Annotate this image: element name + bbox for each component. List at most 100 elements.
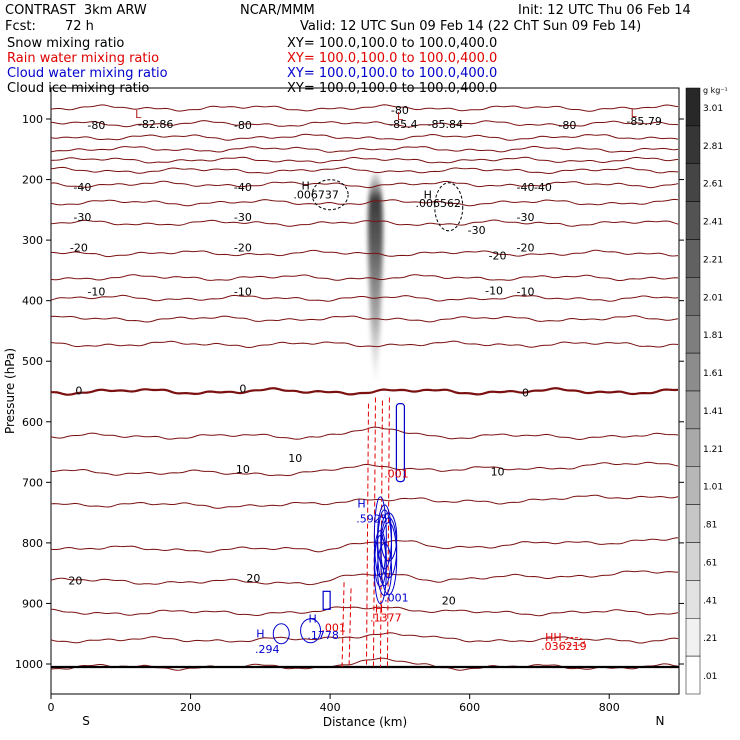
rain-water-contour	[365, 403, 369, 668]
extremum-label: L	[631, 107, 638, 120]
temperature-contour	[50, 145, 679, 153]
cloud-ice-contour	[311, 179, 349, 211]
y-axis-title: Pressure (hPa)	[3, 348, 17, 434]
contour-label: 0	[75, 384, 82, 397]
colorbar-swatch	[685, 504, 701, 543]
contour-label: 0	[522, 387, 529, 400]
contour-label: -80	[234, 119, 252, 132]
contour-label: -20	[489, 249, 507, 262]
snow-shading	[367, 173, 384, 386]
legend-cloud-water-xy: XY= 100.0,100.0 to 100.0,400.0	[287, 66, 498, 81]
temperature-contour	[50, 340, 679, 349]
colorbar-swatch	[685, 542, 701, 581]
cloud-water-contour	[380, 522, 398, 596]
contour-label: -10	[234, 286, 252, 299]
colorbar-swatch	[685, 428, 701, 467]
colorbar-swatch	[685, 352, 701, 392]
plot-frame	[50, 87, 680, 695]
fcst-value: 72 h	[65, 19, 94, 34]
x-end-label-right: N	[656, 714, 665, 728]
extremum-label: .006737	[293, 189, 339, 202]
colorbar-label: .81	[703, 521, 717, 531]
contour-label: 0	[239, 382, 246, 395]
temperature-contour	[50, 537, 679, 553]
colorbar-label: 1.01	[703, 483, 723, 493]
contour-label: -30	[73, 211, 91, 224]
extremum-label: H	[302, 180, 310, 193]
temperature-contour	[51, 461, 679, 477]
extremum-label: .001	[384, 591, 409, 604]
contour-label: 20	[442, 594, 456, 607]
plot-title: CONTRAST 3km ARW	[5, 3, 147, 18]
colorbar-label: .01	[703, 672, 717, 682]
valid-time: Valid: 12 UTC Sun 09 Feb 14 (22 ChT Sun …	[300, 19, 642, 34]
colorbar-swatch	[685, 163, 701, 202]
colorbar-label: 2.81	[703, 142, 723, 152]
colorbar-label: .61	[703, 558, 717, 568]
contour-label: -80	[87, 119, 105, 132]
cloud-ice-contour	[434, 182, 464, 232]
contour-label: -80	[558, 119, 576, 132]
temperature-contour	[50, 156, 679, 164]
temperature-contour	[50, 494, 679, 509]
contour-label: 10	[236, 463, 250, 476]
contour-label: -40	[234, 181, 252, 194]
colorbar-swatch	[685, 390, 701, 430]
extremum-label: -85.84	[428, 118, 463, 131]
extremum-label: L	[397, 110, 404, 123]
colorbar-swatch	[685, 277, 701, 316]
colorbar-swatch	[685, 201, 701, 240]
cloud-water-contour	[322, 590, 331, 610]
rain-water-contour	[563, 637, 585, 647]
legend-rain-name: Rain water mixing ratio	[7, 51, 160, 66]
contour-label: 10	[288, 452, 302, 465]
temperature-contour	[50, 570, 678, 586]
cloud-water-contour	[272, 623, 290, 645]
contour-label: -40	[517, 181, 535, 194]
colorbar-label: 2.61	[703, 180, 723, 190]
extremum-label: .001	[384, 467, 409, 480]
extremum-label: .1778	[307, 629, 339, 642]
cloud-water-contour	[395, 403, 405, 483]
temperature-contour	[50, 133, 679, 141]
y-tick-label: 100	[22, 113, 43, 126]
x-axis-title: Distance (km)	[323, 715, 407, 729]
init-time: Init: 12 UTC Thu 06 Feb 14	[518, 3, 691, 18]
y-tick-label: 1000	[15, 658, 43, 671]
extremum-label: -85.4	[389, 118, 417, 131]
plot-center: NCAR/MMM	[240, 3, 315, 18]
rain-water-contour	[386, 397, 390, 668]
cloud-water-contour	[373, 530, 387, 588]
colorbar-swatch	[685, 87, 701, 127]
contour-label: -40	[534, 181, 552, 194]
contour-label: -80	[391, 104, 409, 117]
cloud-water-contour	[300, 618, 322, 644]
extremum-label: -82.86	[138, 118, 173, 131]
colorbar-swatch	[685, 315, 701, 354]
contour-label: 20	[68, 574, 82, 587]
y-tick-label: 700	[22, 476, 43, 489]
contour-label: -10	[517, 286, 535, 299]
colorbar-swatch	[685, 466, 701, 505]
temperature-contour	[50, 219, 679, 227]
x-tick-label: 200	[180, 701, 201, 714]
contour-label: -30	[234, 211, 252, 224]
extremum-label: .006562	[416, 197, 462, 210]
temperature-contour	[51, 387, 679, 396]
y-tick-label: 200	[22, 174, 43, 187]
colorbar-units: g kg⁻¹	[703, 86, 728, 95]
extremum-label: H	[357, 498, 365, 511]
extremum-label: HH	[545, 631, 562, 644]
contour-label: -40	[73, 181, 91, 194]
temperature-contour	[50, 166, 679, 175]
extremum-label: H	[375, 602, 383, 615]
legend-rain-xy: XY= 100.0,100.0 to 100.0,400.0	[287, 51, 498, 66]
y-tick-label: 900	[22, 597, 43, 610]
temperature-contour	[50, 274, 679, 281]
cloud-water-contour	[377, 543, 393, 597]
temperature-contour	[50, 294, 679, 302]
legend-snow-xy: XY= 100.0,100.0 to 100.0,400.0	[287, 36, 498, 51]
colorbar-label: 2.41	[703, 218, 723, 228]
contour-label: 20	[246, 572, 260, 585]
